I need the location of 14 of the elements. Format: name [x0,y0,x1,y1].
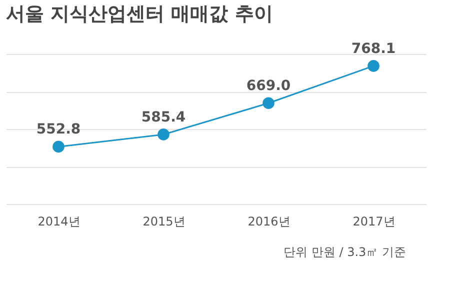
data-label: 669.0 [246,78,291,94]
x-tick-label: 2014년 [38,214,80,228]
x-tick-label: 2016년 [248,214,290,228]
text: 단위 만원 / 3.3㎡ 기준 [284,245,406,259]
point [368,60,380,72]
point [52,140,64,153]
point [158,128,170,140]
data-label: 768.1 [351,40,396,57]
chart-title: 서울 지식산업센터 매매값 추이 [6,2,273,25]
data-label: 585.4 [141,109,186,126]
data-label: 552.8 [36,122,81,138]
point [262,97,274,110]
x-tick-label: 2017년 [352,214,396,228]
x-tick-label: 2015년 [142,214,186,228]
